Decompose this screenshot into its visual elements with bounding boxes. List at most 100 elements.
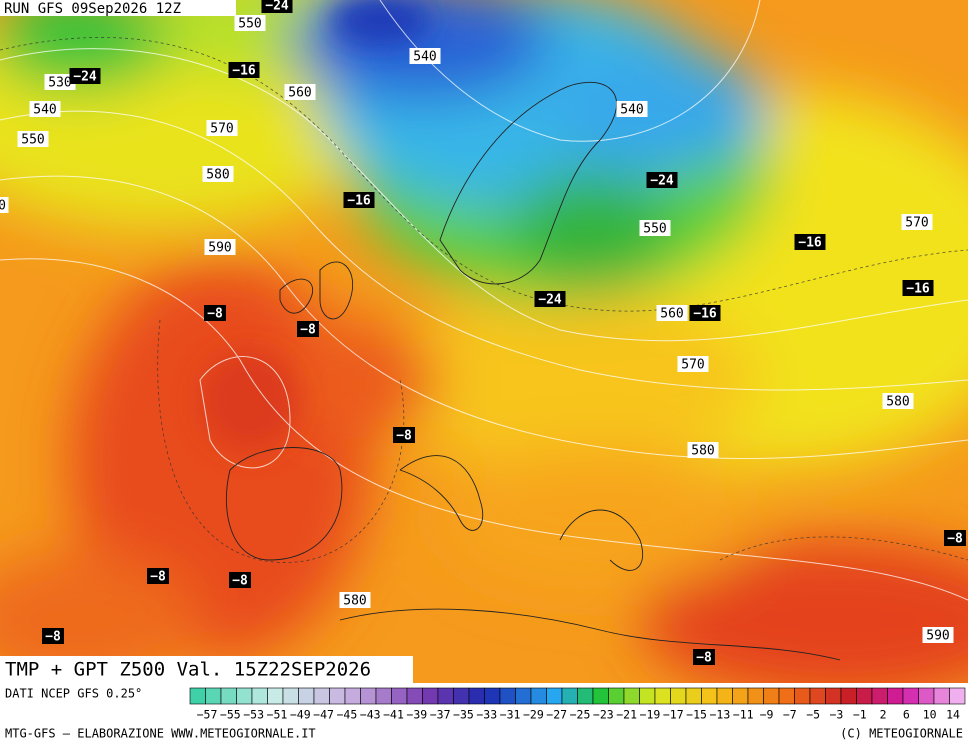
legend-label: 10: [923, 708, 937, 722]
legend-label: −25: [570, 708, 591, 722]
temperature-label-box: [69, 68, 101, 84]
footer-left: MTG-GFS — ELABORAZIONE WWW.METEOGIORNALE…: [5, 727, 316, 741]
legend-label: −41: [383, 708, 404, 722]
temperature-label-box: [147, 568, 169, 584]
legend-label: −7: [783, 708, 797, 722]
colorbar-swatch: [406, 687, 423, 705]
colorbar-swatch: [732, 687, 749, 705]
colorbar: [189, 687, 966, 705]
legend-label: −49: [290, 708, 311, 722]
colorbar-swatch: [375, 687, 392, 705]
legend-label: 14: [946, 708, 960, 722]
colorbar-swatch: [189, 687, 206, 705]
legend-label: −13: [709, 708, 730, 722]
temperature-label: −24: [73, 70, 97, 85]
legend-label: −11: [733, 708, 754, 722]
legend-label: −31: [500, 708, 521, 722]
legend-label: −53: [243, 708, 264, 722]
colorbar-swatch: [887, 687, 904, 705]
temperature-label: −16: [232, 64, 256, 79]
colorbar-swatch: [360, 687, 377, 705]
temperature-label-box: [693, 649, 715, 665]
colorbar-swatch: [453, 687, 470, 705]
colorbar-swatch: [468, 687, 485, 705]
colorbar-swatch: [561, 687, 578, 705]
temperature-label: −8: [696, 651, 712, 666]
colorbar-swatch: [871, 687, 888, 705]
temperature-label: −24: [265, 0, 289, 14]
temperature-label-box: [689, 305, 721, 321]
temperature-label-box: [393, 427, 415, 443]
colorbar-swatch: [794, 687, 811, 705]
temperature-label-box: [261, 0, 293, 13]
map-title: TMP + GPT Z500 Val. 15Z22SEP2026: [5, 659, 371, 681]
height-label-box: [882, 393, 914, 409]
temperature-label: −8: [45, 630, 61, 645]
legend-label: −35: [453, 708, 474, 722]
legend-label: −43: [360, 708, 381, 722]
height-label-box: [922, 627, 954, 643]
colorbar-swatch: [422, 687, 439, 705]
run-box: [0, 0, 236, 16]
colorbar-swatch: [344, 687, 361, 705]
height-label: 550: [21, 133, 44, 148]
height-label-box: [206, 120, 238, 136]
height-label: 540: [33, 103, 56, 118]
legend-label: −19: [640, 708, 661, 722]
height-label: 580: [343, 594, 366, 609]
legend-label: 2: [880, 708, 887, 722]
colorbar-swatch: [639, 687, 656, 705]
temperature-label: −8: [300, 323, 316, 338]
colorbar-swatch: [267, 687, 284, 705]
temperature-label-box: [204, 305, 226, 321]
colorbar-swatch: [577, 687, 594, 705]
temperature-label: −16: [906, 282, 930, 297]
height-label-box: [284, 84, 316, 100]
temperature-label: −8: [396, 429, 412, 444]
height-label: 560: [660, 307, 683, 322]
temperature-label: −8: [232, 574, 248, 589]
height-label-box: [677, 356, 709, 372]
colorbar-swatch: [949, 687, 966, 705]
colorbar-swatch: [654, 687, 671, 705]
height-label: 530: [48, 76, 71, 91]
temperature-label: −8: [207, 307, 223, 322]
legend-label: 6: [903, 708, 910, 722]
temperature-label: −24: [538, 293, 562, 308]
legend-label: −15: [686, 708, 707, 722]
legend-label: −27: [546, 708, 567, 722]
colorbar-swatch: [313, 687, 330, 705]
colorbar-swatch: [298, 687, 315, 705]
colorbar-swatch: [918, 687, 935, 705]
legend-label: −37: [430, 708, 451, 722]
temperature-label-box: [534, 291, 566, 307]
temperature-label: −16: [798, 236, 822, 251]
legend-label: −39: [406, 708, 427, 722]
height-label-box: [339, 592, 371, 608]
colorbar-swatch: [484, 687, 501, 705]
legend-label: −9: [760, 708, 774, 722]
colorbar-swatch: [329, 687, 346, 705]
temperature-label-box: [646, 172, 678, 188]
colorbar-swatch: [515, 687, 532, 705]
height-label-box: [656, 305, 688, 321]
colorbar-swatch: [716, 687, 733, 705]
colorbar-swatch: [701, 687, 718, 705]
colorbar-swatch: [205, 687, 222, 705]
height-label-box: [17, 131, 49, 147]
legend-label: −3: [830, 708, 844, 722]
legend-label: −5: [806, 708, 820, 722]
colorbar-swatch: [778, 687, 795, 705]
height-label-box: [202, 166, 234, 182]
height-label: 590: [208, 241, 231, 256]
height-label-box: [29, 101, 61, 117]
colorbar-swatch: [623, 687, 640, 705]
colorbar-swatch: [825, 687, 842, 705]
height-label-box: [204, 239, 236, 255]
height-label: 550: [643, 222, 666, 237]
height-label-box: [616, 101, 648, 117]
legend-labels: −57 −55 −53 −51 −49 −47 −45 −43 −41 −39 −37 −35 −33−…: [197, 708, 960, 722]
height-label: 590: [926, 629, 949, 644]
map-labels: 550 540 530 560 540 570 550 540 580 550 590 570 560 5…: [0, 0, 966, 666]
colorbar-swatch: [236, 687, 253, 705]
